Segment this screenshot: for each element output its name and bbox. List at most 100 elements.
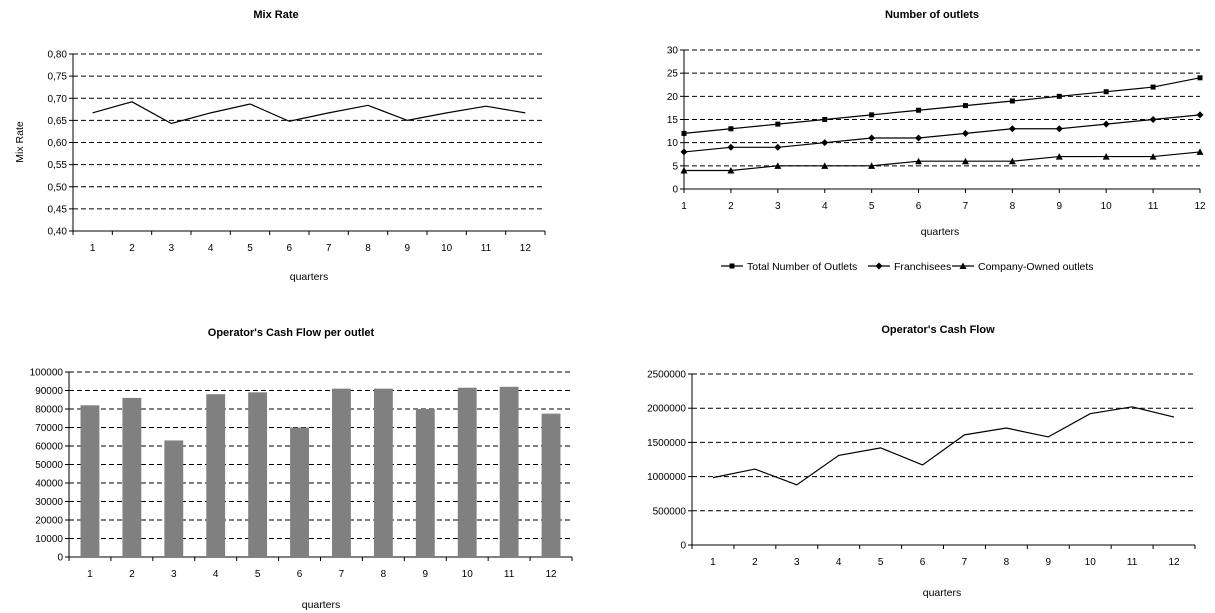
y-tick-label: 0,50 [48, 182, 68, 193]
y-tick-label: 20000 [35, 516, 63, 527]
x-tick-label: 2 [129, 243, 135, 254]
grid-lines [65, 371, 573, 561]
marker-diamond [915, 134, 923, 142]
x-tick-label: 11 [1127, 557, 1138, 568]
plot-series [680, 75, 1204, 174]
marker-square [869, 112, 875, 118]
series-line [684, 151, 1201, 172]
y-tick-label: 30000 [35, 497, 63, 508]
marker-diamond [1008, 125, 1016, 133]
y-axis-label: Mix Rate [14, 121, 26, 163]
marker-triangle [915, 157, 923, 165]
bar [206, 394, 226, 557]
x-tick-label: 2 [752, 557, 758, 568]
marker-square [681, 130, 687, 136]
x-tick-label: 4 [822, 201, 828, 212]
y-tick-label: 15 [667, 115, 679, 126]
marker-diamond [727, 143, 735, 151]
y-tick-label: 0,70 [48, 94, 68, 105]
x-tick-label: 11 [481, 243, 492, 254]
x-tick-label: 3 [169, 243, 175, 254]
chart-title: Operator's Cash Flow [881, 324, 995, 336]
x-tick-label: 5 [869, 201, 875, 212]
y-tick-label: 20 [667, 92, 679, 103]
legend-label: Company-Owned outlets [978, 261, 1094, 273]
marker-diamond [774, 143, 782, 151]
y-tick-label: 0 [57, 553, 63, 564]
x-tick-label: 4 [213, 569, 219, 580]
y-tick-label: 60000 [35, 442, 63, 453]
marker-square [729, 263, 735, 269]
x-tick-label: 1 [710, 557, 716, 568]
x-tick-label: 11 [1148, 201, 1159, 212]
y-tick-label: 500000 [653, 506, 687, 517]
x-tick-label: 1 [681, 201, 687, 212]
x-tick-label: 10 [441, 243, 453, 254]
bar [499, 386, 519, 557]
x-tick-label: 6 [920, 557, 926, 568]
x-tick-label: 10 [1085, 557, 1097, 568]
x-tick-labels: 1 2 3 4 5 6 7 8 9 10 11 12 [710, 557, 1180, 568]
x-tick-label: 9 [423, 569, 429, 580]
x-tick-label: 12 [1194, 201, 1206, 212]
legend-label: Total Number of Outlets [747, 261, 857, 273]
x-tick-label: 1 [90, 243, 96, 254]
marker-triangle [1149, 153, 1157, 160]
marker-triangle [821, 162, 829, 169]
bar [290, 427, 309, 557]
y-tick-label: 1000000 [647, 472, 686, 483]
mix-rate-svg: Mix Rate 0,40 0,45 0,50 0,55 0,60 0,65 0,70 0,7… [14, 9, 546, 283]
x-tick-label: 7 [962, 557, 968, 568]
y-tick-label: 0 [672, 185, 678, 196]
chart-title: Number of outlets [885, 9, 979, 21]
marker-diamond [821, 139, 829, 147]
x-tick-label: 6 [297, 569, 303, 580]
x-tick-label: 8 [365, 243, 371, 254]
x-tick-label: 3 [794, 557, 800, 568]
grid-lines [680, 49, 1201, 193]
marker-triangle [959, 262, 967, 269]
y-tick-label: 0,75 [48, 72, 68, 83]
y-tick-labels: 0 5 10 15 20 25 30 [667, 46, 679, 196]
bar [415, 409, 435, 557]
marker-square [962, 103, 968, 109]
y-tick-label: 40000 [35, 479, 63, 490]
x-tick-label: 5 [255, 569, 261, 580]
cash-flow-per-outlet-chart: Operator's Cash Flow per outlet 0 10000 20… [0, 300, 600, 613]
marker-diamond [680, 148, 688, 156]
y-tick-label: 5 [672, 161, 678, 172]
plot-series [712, 406, 1175, 486]
x-tick-label: 12 [1168, 557, 1180, 568]
grid-lines [69, 53, 546, 235]
x-tick-labels: 1 2 3 4 5 6 7 8 9 10 11 12 [87, 569, 557, 580]
y-tick-label: 1500000 [647, 438, 686, 449]
chart-title: Mix Rate [253, 9, 298, 21]
marker-square [728, 126, 734, 132]
bar [164, 440, 184, 557]
x-axis-label: quarters [921, 226, 960, 238]
x-tick-label: 4 [208, 243, 214, 254]
x-tick-label: 9 [1056, 201, 1062, 212]
x-tick-label: 1 [87, 569, 93, 580]
x-tick-label: 8 [1004, 557, 1010, 568]
x-tick-label: 4 [836, 557, 842, 568]
x-tick-label: 8 [381, 569, 387, 580]
y-tick-label: 70000 [35, 423, 63, 434]
x-tick-label: 5 [878, 557, 884, 568]
marker-diamond [1102, 120, 1110, 128]
x-tick-label: 3 [171, 569, 177, 580]
marker-triangle [680, 166, 688, 174]
marker-triangle [774, 162, 782, 169]
x-axis-label: quarters [302, 599, 341, 611]
bar [457, 387, 477, 557]
bar [248, 392, 268, 557]
marker-square [1103, 89, 1109, 95]
y-tick-label: 0,45 [48, 204, 68, 215]
marker-square [822, 117, 828, 122]
bar [80, 405, 100, 557]
marker-square [1009, 98, 1015, 104]
y-tick-label: 90000 [35, 386, 63, 397]
y-tick-label: 0,80 [48, 50, 68, 61]
x-tick-labels: 1 2 3 4 5 6 7 8 9 10 11 12 [90, 243, 531, 254]
